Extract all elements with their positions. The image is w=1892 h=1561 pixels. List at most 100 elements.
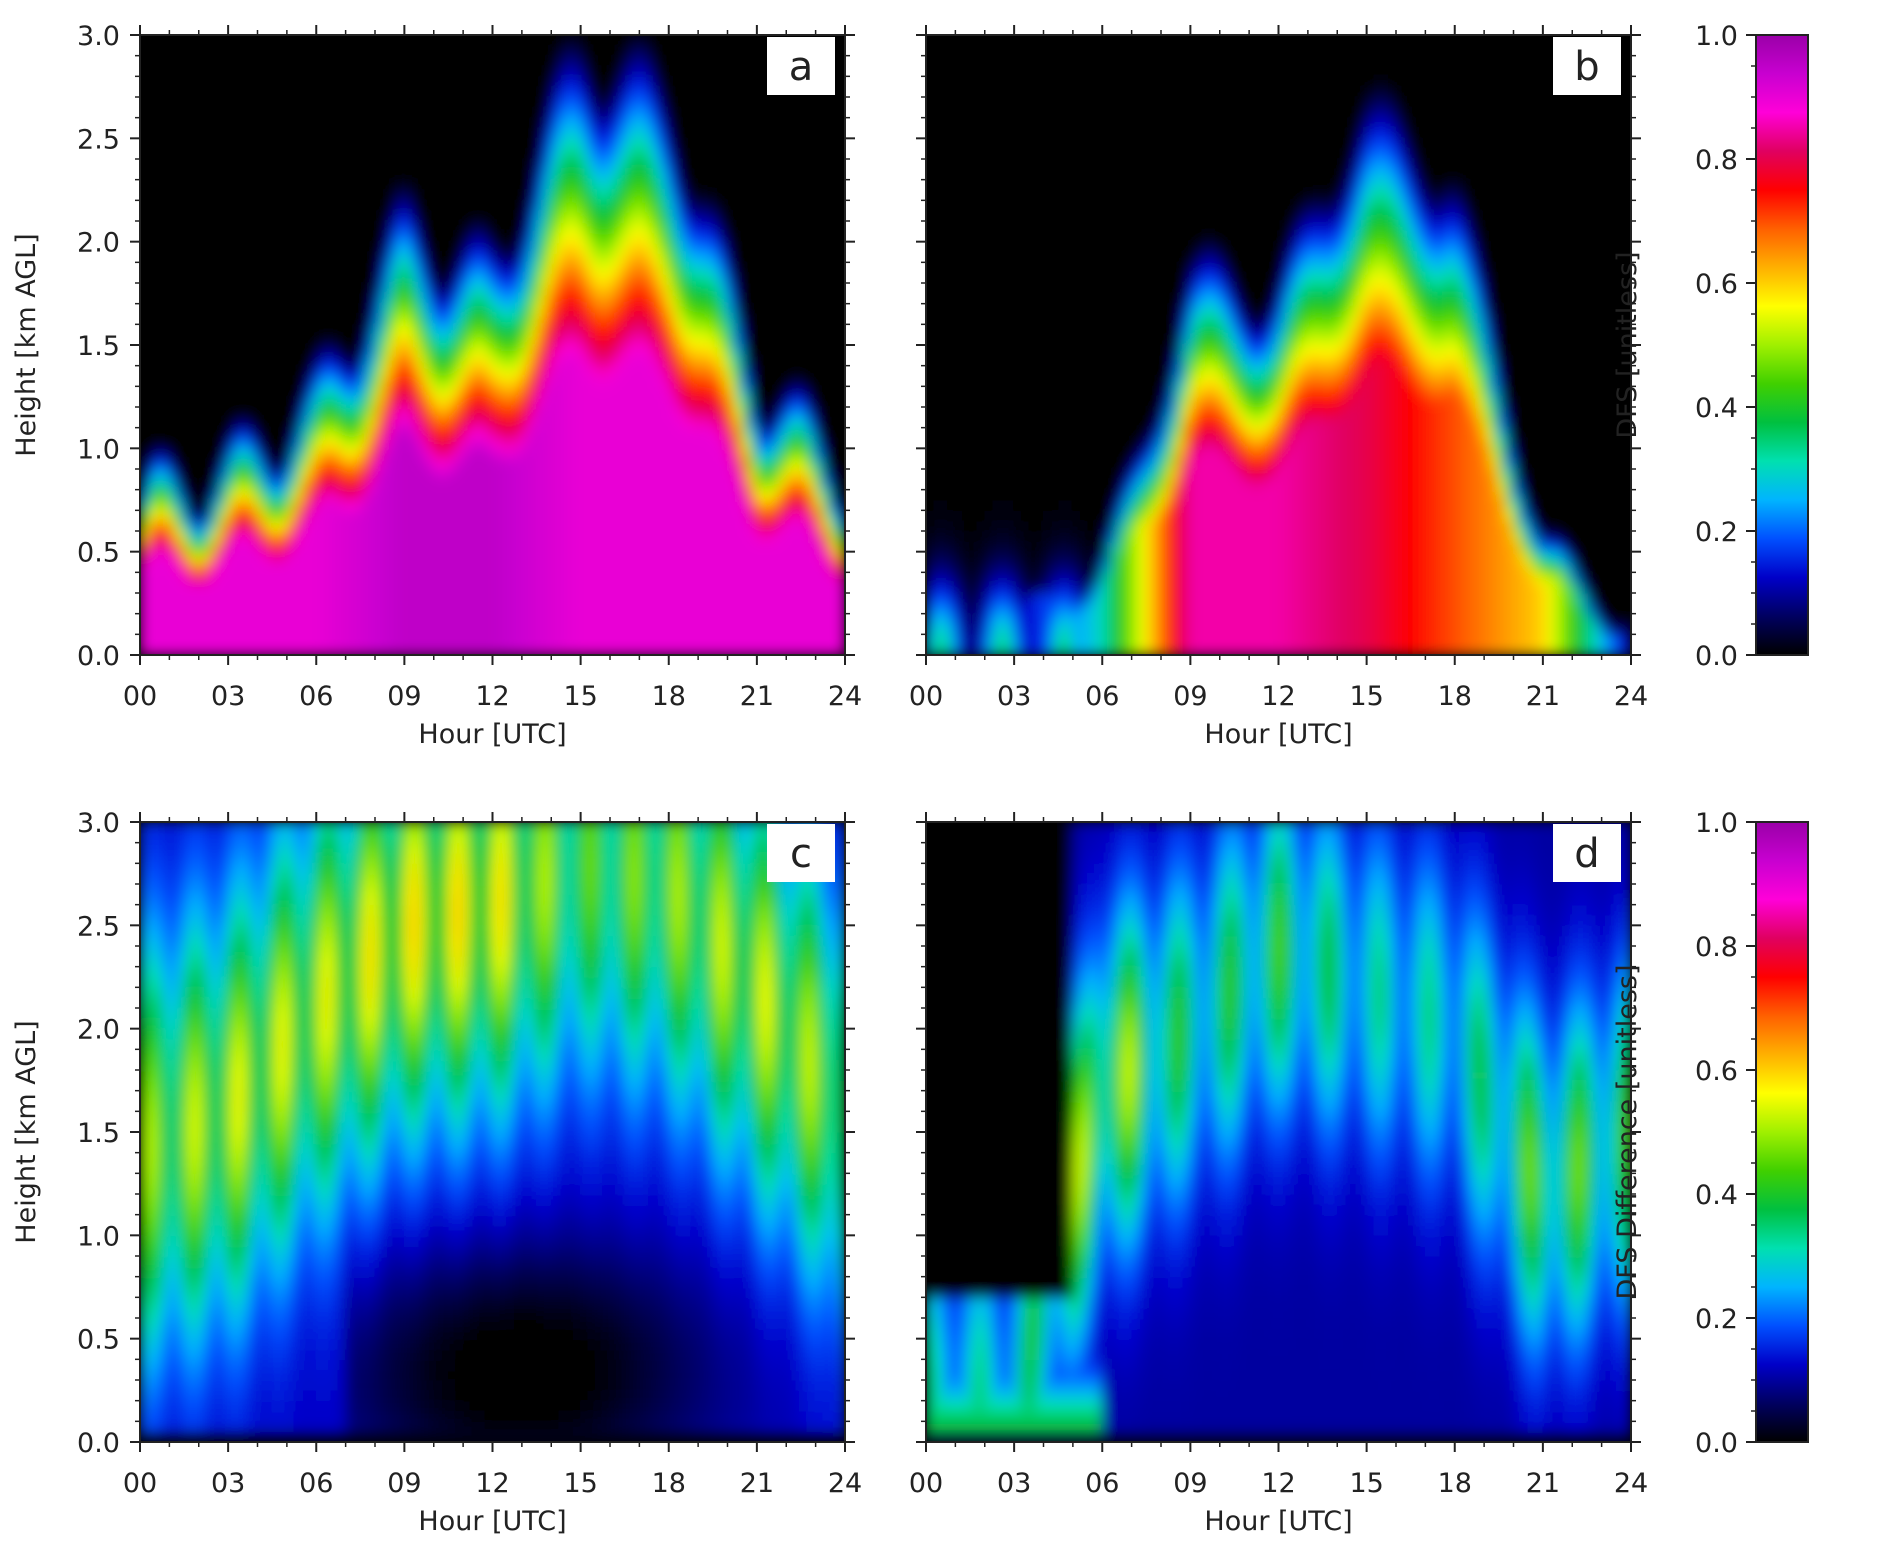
heatmap-cell bbox=[205, 251, 214, 263]
heatmap-cell bbox=[323, 117, 332, 129]
heatmap-cell bbox=[653, 644, 662, 655]
heatmap-cell bbox=[704, 416, 714, 429]
heatmap-cell bbox=[140, 199, 148, 212]
heatmap-cell bbox=[212, 551, 222, 563]
heatmap-cell bbox=[345, 602, 354, 615]
heatmap-cell bbox=[374, 551, 383, 563]
heatmap-cell bbox=[381, 323, 391, 336]
heatmap-cell bbox=[550, 468, 560, 480]
heatmap-cell bbox=[631, 127, 640, 139]
heatmap-cell bbox=[381, 158, 391, 170]
heatmap-cell bbox=[411, 313, 420, 325]
heatmap-cell bbox=[286, 582, 295, 594]
heatmap-cell bbox=[521, 241, 530, 253]
heatmap-cell bbox=[477, 334, 486, 346]
heatmap-cell bbox=[161, 86, 170, 98]
heatmap-cell bbox=[462, 189, 471, 201]
heatmap-cell bbox=[462, 282, 471, 294]
heatmap-cell bbox=[234, 75, 244, 88]
heatmap-cell bbox=[646, 292, 655, 305]
heatmap-cell bbox=[183, 416, 192, 429]
heatmap-cell bbox=[719, 520, 728, 532]
heatmap-cell bbox=[176, 509, 185, 522]
heatmap-cell bbox=[212, 261, 222, 274]
heatmap-cell bbox=[455, 148, 464, 160]
heatmap-cell bbox=[668, 127, 677, 139]
heatmap-cell bbox=[514, 623, 523, 635]
heatmap-cell bbox=[668, 427, 677, 439]
heatmap-cell bbox=[367, 272, 376, 284]
heatmap-cell bbox=[587, 75, 596, 88]
heatmap-cell bbox=[308, 613, 317, 625]
heatmap-cell bbox=[602, 179, 611, 191]
heatmap-cell bbox=[697, 210, 706, 222]
heatmap-cell bbox=[337, 75, 347, 88]
heatmap-cell bbox=[477, 344, 486, 356]
heatmap-cell bbox=[536, 199, 545, 212]
heatmap-cell bbox=[697, 292, 706, 305]
heatmap-cell bbox=[242, 323, 251, 336]
heatmap-cell bbox=[668, 148, 677, 160]
heatmap-cell bbox=[367, 489, 376, 501]
heatmap-cell bbox=[514, 313, 523, 325]
heatmap-cell bbox=[616, 427, 626, 439]
heatmap-cell bbox=[190, 137, 200, 150]
heatmap-cell bbox=[359, 158, 369, 170]
heatmap-cell bbox=[462, 137, 471, 150]
heatmap-cell bbox=[499, 117, 508, 129]
heatmap-cell bbox=[719, 582, 728, 594]
heatmap-cell bbox=[506, 561, 516, 573]
heatmap-cell bbox=[212, 375, 222, 387]
heatmap-cell bbox=[660, 602, 670, 615]
heatmap-cell bbox=[536, 137, 545, 150]
heatmap-cell bbox=[227, 334, 236, 346]
heatmap-cell bbox=[411, 644, 420, 655]
heatmap-cell bbox=[440, 272, 449, 284]
heatmap-cell bbox=[602, 509, 611, 522]
heatmap-cell bbox=[345, 437, 354, 449]
heatmap-cell bbox=[330, 406, 339, 418]
heatmap-cell bbox=[653, 520, 662, 532]
heatmap-cell bbox=[506, 540, 516, 553]
heatmap-cell bbox=[594, 127, 604, 139]
heatmap-cell bbox=[719, 613, 728, 625]
heatmap-cell bbox=[198, 86, 207, 98]
heatmap-cell bbox=[146, 127, 156, 139]
heatmap-cell bbox=[506, 334, 516, 346]
heatmap-cell bbox=[381, 199, 391, 212]
heatmap-cell bbox=[506, 416, 516, 429]
heatmap-cell bbox=[682, 458, 692, 470]
heatmap-cell bbox=[301, 365, 310, 377]
heatmap-cell bbox=[602, 323, 611, 336]
heatmap-cell bbox=[528, 210, 538, 222]
heatmap-cell bbox=[631, 458, 640, 470]
heatmap-cell bbox=[536, 96, 545, 108]
heatmap-cell bbox=[161, 344, 170, 356]
heatmap-cell bbox=[624, 509, 633, 522]
heatmap-cell bbox=[602, 292, 611, 305]
heatmap-cell bbox=[176, 540, 185, 553]
heatmap-cell bbox=[660, 210, 670, 222]
heatmap-cell bbox=[462, 644, 471, 655]
heatmap-cell bbox=[536, 530, 545, 542]
heatmap-cell bbox=[403, 158, 413, 170]
heatmap-cell bbox=[484, 44, 493, 57]
heatmap-cell bbox=[176, 292, 185, 305]
heatmap-cell bbox=[367, 282, 376, 294]
heatmap-cell bbox=[580, 427, 589, 439]
heatmap-cell bbox=[359, 644, 369, 655]
heatmap-cell bbox=[337, 489, 347, 501]
heatmap-cell bbox=[653, 75, 662, 88]
heatmap-cell bbox=[220, 613, 229, 625]
heatmap-cell bbox=[440, 427, 449, 439]
heatmap-cell bbox=[668, 509, 677, 522]
heatmap-cell bbox=[279, 117, 288, 129]
heatmap-cell bbox=[264, 189, 273, 201]
heatmap-cell bbox=[183, 551, 192, 563]
heatmap-cell bbox=[433, 158, 442, 170]
heatmap-cell bbox=[301, 613, 310, 625]
heatmap-cell bbox=[198, 478, 207, 491]
heatmap-cell bbox=[712, 406, 721, 418]
heatmap-cell bbox=[462, 520, 471, 532]
heatmap-cell bbox=[675, 137, 684, 150]
